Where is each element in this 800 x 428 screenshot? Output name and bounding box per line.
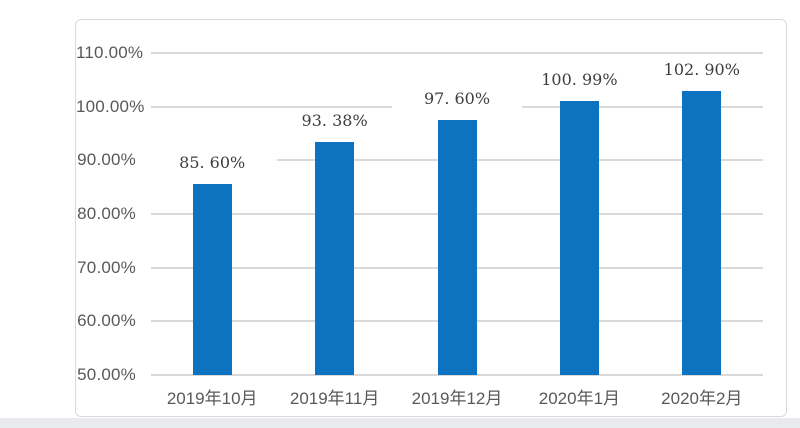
y-axis-tick-label: 60.00% (77, 311, 136, 331)
bar-value-label: 102. 90% (636, 59, 767, 82)
bar-value-label: 97. 60% (392, 87, 522, 110)
y-axis-tick-label: 50.00% (77, 365, 136, 384)
x-axis-tick-label: 2019年12月 (411, 389, 503, 408)
gridline (151, 374, 763, 376)
bar (315, 142, 355, 375)
x-axis-tick-label: 2020年2月 (661, 389, 743, 408)
y-axis-tick-label: 70.00% (77, 257, 136, 277)
x-axis-tick-label: 2019年11月 (289, 389, 380, 408)
bar (437, 119, 477, 375)
bottom-strip (0, 418, 800, 428)
x-axis-tick-label: 2019年10月 (166, 389, 258, 408)
bar (192, 183, 232, 375)
bar (682, 91, 722, 375)
bar-value-label: 85. 60% (147, 151, 278, 174)
y-axis-tick-label: 80.00% (77, 204, 136, 223)
y-axis-tick-label: 100.00% (76, 96, 145, 116)
bar (559, 101, 599, 375)
chart-card: 110.00% 100.00% 90.00% 80.00% 70.00% 60.00% 50… (75, 19, 787, 417)
y-axis-tick-label: 90.00% (77, 150, 136, 170)
gridline (151, 52, 763, 54)
bar-value-label: 93. 38% (269, 110, 400, 133)
y-axis-tick-label: 110.00% (76, 43, 144, 62)
x-axis-tick-label: 2020年1月 (538, 389, 621, 408)
bar-value-label: 100. 99% (514, 69, 645, 92)
